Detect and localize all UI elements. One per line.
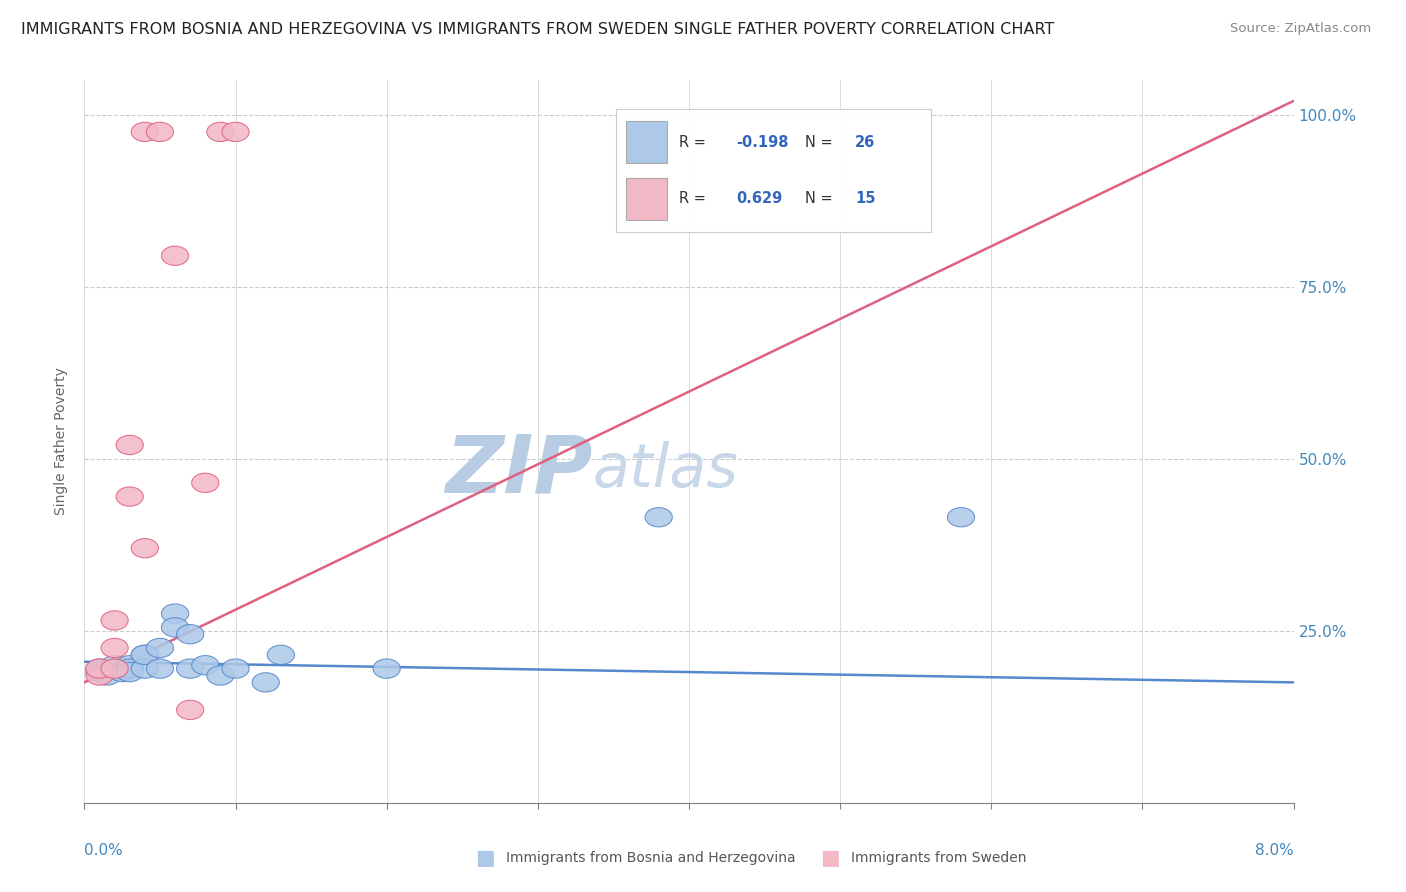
Ellipse shape — [117, 435, 143, 455]
Ellipse shape — [131, 645, 159, 665]
Text: 0.0%: 0.0% — [84, 843, 124, 857]
Y-axis label: Single Father Poverty: Single Father Poverty — [55, 368, 69, 516]
Text: atlas: atlas — [592, 442, 738, 500]
Ellipse shape — [645, 508, 672, 527]
Ellipse shape — [101, 611, 128, 630]
Ellipse shape — [86, 663, 112, 681]
Ellipse shape — [373, 659, 401, 678]
Ellipse shape — [86, 665, 112, 685]
Ellipse shape — [93, 665, 121, 685]
Ellipse shape — [222, 122, 249, 142]
Ellipse shape — [162, 246, 188, 266]
Ellipse shape — [267, 645, 294, 665]
Ellipse shape — [131, 122, 159, 142]
Ellipse shape — [252, 673, 280, 692]
Ellipse shape — [131, 645, 159, 665]
Ellipse shape — [101, 659, 128, 678]
Ellipse shape — [948, 508, 974, 527]
Ellipse shape — [117, 487, 143, 507]
Text: Immigrants from Sweden: Immigrants from Sweden — [851, 851, 1026, 865]
Ellipse shape — [101, 656, 128, 675]
Ellipse shape — [222, 659, 249, 678]
Ellipse shape — [117, 659, 143, 678]
Ellipse shape — [177, 659, 204, 678]
Ellipse shape — [86, 659, 112, 678]
Ellipse shape — [86, 659, 112, 678]
Ellipse shape — [146, 122, 173, 142]
Text: Immigrants from Bosnia and Herzegovina: Immigrants from Bosnia and Herzegovina — [506, 851, 796, 865]
Ellipse shape — [131, 539, 159, 558]
Ellipse shape — [146, 639, 173, 657]
Ellipse shape — [191, 473, 219, 492]
Text: ■: ■ — [475, 848, 495, 868]
Ellipse shape — [162, 604, 188, 624]
Ellipse shape — [191, 656, 219, 675]
Ellipse shape — [101, 639, 128, 657]
Text: ZIP: ZIP — [444, 432, 592, 509]
Ellipse shape — [162, 617, 188, 637]
Ellipse shape — [146, 659, 173, 678]
Ellipse shape — [131, 659, 159, 678]
Ellipse shape — [207, 665, 233, 685]
Text: IMMIGRANTS FROM BOSNIA AND HERZEGOVINA VS IMMIGRANTS FROM SWEDEN SINGLE FATHER P: IMMIGRANTS FROM BOSNIA AND HERZEGOVINA V… — [21, 22, 1054, 37]
Text: Source: ZipAtlas.com: Source: ZipAtlas.com — [1230, 22, 1371, 36]
Text: 8.0%: 8.0% — [1254, 843, 1294, 857]
Ellipse shape — [101, 659, 128, 678]
Ellipse shape — [108, 663, 136, 681]
Ellipse shape — [117, 663, 143, 681]
Ellipse shape — [117, 656, 143, 675]
Text: ■: ■ — [820, 848, 839, 868]
Ellipse shape — [177, 624, 204, 644]
Ellipse shape — [207, 122, 233, 142]
Ellipse shape — [177, 700, 204, 720]
